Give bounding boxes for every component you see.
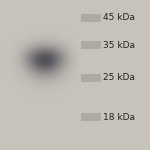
Bar	[78, 0, 150, 150]
Text: 45 kDa: 45 kDa	[103, 14, 135, 22]
Text: 25 kDa: 25 kDa	[103, 74, 135, 82]
Bar	[81, 41, 100, 49]
Bar	[81, 74, 100, 82]
Text: 18 kDa: 18 kDa	[103, 112, 135, 122]
Bar	[81, 113, 100, 121]
Bar	[81, 14, 100, 22]
Text: 35 kDa: 35 kDa	[103, 40, 135, 50]
